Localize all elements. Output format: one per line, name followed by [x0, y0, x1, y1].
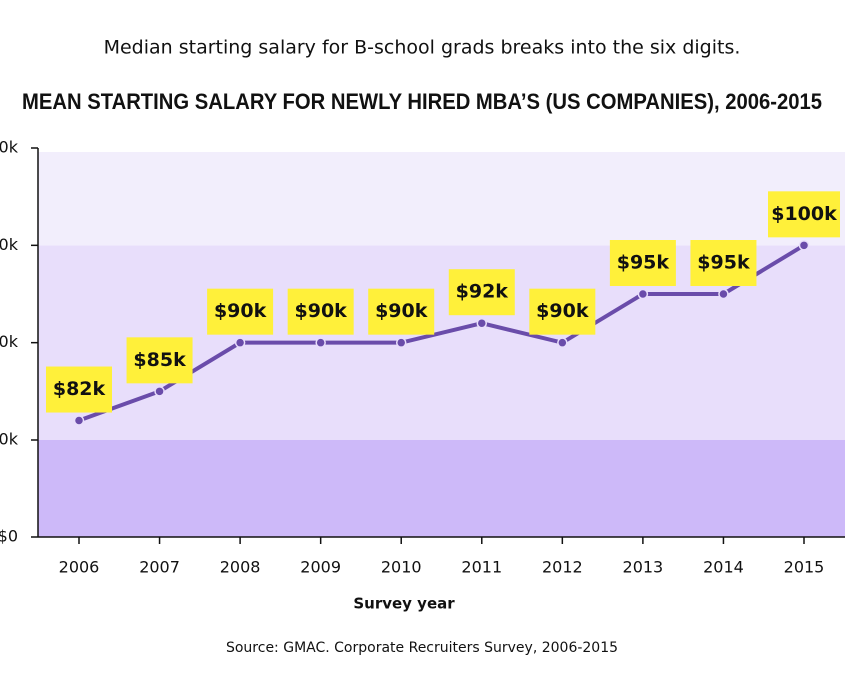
band	[38, 440, 845, 537]
point	[476, 317, 488, 329]
point	[637, 288, 649, 300]
label-box	[287, 288, 354, 335]
x-tick-label: 2008	[220, 558, 261, 577]
point	[154, 386, 165, 397]
label-box	[690, 240, 757, 286]
data-label: $100k	[771, 203, 837, 225]
point	[73, 415, 85, 426]
point	[557, 337, 568, 348]
x-tick-label: 2007	[139, 558, 180, 577]
data-label: $82k	[53, 378, 106, 400]
data-label: $95k	[697, 252, 750, 274]
x-tick-label: 2015	[784, 558, 825, 577]
label-box	[46, 366, 112, 413]
line	[78, 243, 806, 423]
y-tick-label: $0	[0, 527, 18, 546]
label-box	[368, 288, 435, 335]
label-box	[207, 288, 274, 335]
x-tick-label: 2014	[703, 558, 744, 577]
x-tick-label: 2010	[381, 558, 422, 577]
data-label: $90k	[295, 300, 348, 322]
data-label: $85k	[133, 349, 186, 371]
x-axis-label: Survey year	[353, 595, 455, 613]
point	[718, 288, 729, 300]
data-label: $90k	[375, 300, 428, 322]
label-box	[448, 269, 515, 316]
data-label: $90k	[214, 300, 267, 322]
point	[798, 240, 810, 251]
y-tick-label: $90k	[0, 332, 19, 351]
chart-subtitle: Median starting salary for B-school grad…	[104, 37, 741, 59]
data-label: $95k	[617, 252, 670, 274]
x-tick-label: 2009	[300, 558, 341, 577]
label-box	[529, 288, 596, 335]
chart-title: MEAN STARTING SALARY FOR NEWLY HIRED MBA…	[22, 89, 822, 114]
label-box	[609, 240, 676, 286]
x-tick-label: 2006	[59, 558, 100, 577]
point	[315, 337, 326, 348]
label-box	[126, 337, 193, 384]
y-tick-label: $100k	[0, 235, 19, 254]
data-label: $92k	[456, 281, 509, 303]
source: Source: GMAC. Corporate Recruiters Surve…	[226, 640, 618, 656]
data-label: $90k	[536, 300, 589, 322]
band	[38, 152, 845, 246]
y-tick-label: $80k	[0, 430, 19, 449]
point	[395, 337, 407, 348]
x-tick-label: 2012	[542, 558, 583, 577]
y-tick-label: $110k	[0, 138, 19, 157]
x-tick-label: 2013	[623, 558, 664, 577]
label-box	[768, 191, 840, 238]
point	[234, 337, 246, 348]
x-tick-label: 2011	[461, 558, 502, 577]
